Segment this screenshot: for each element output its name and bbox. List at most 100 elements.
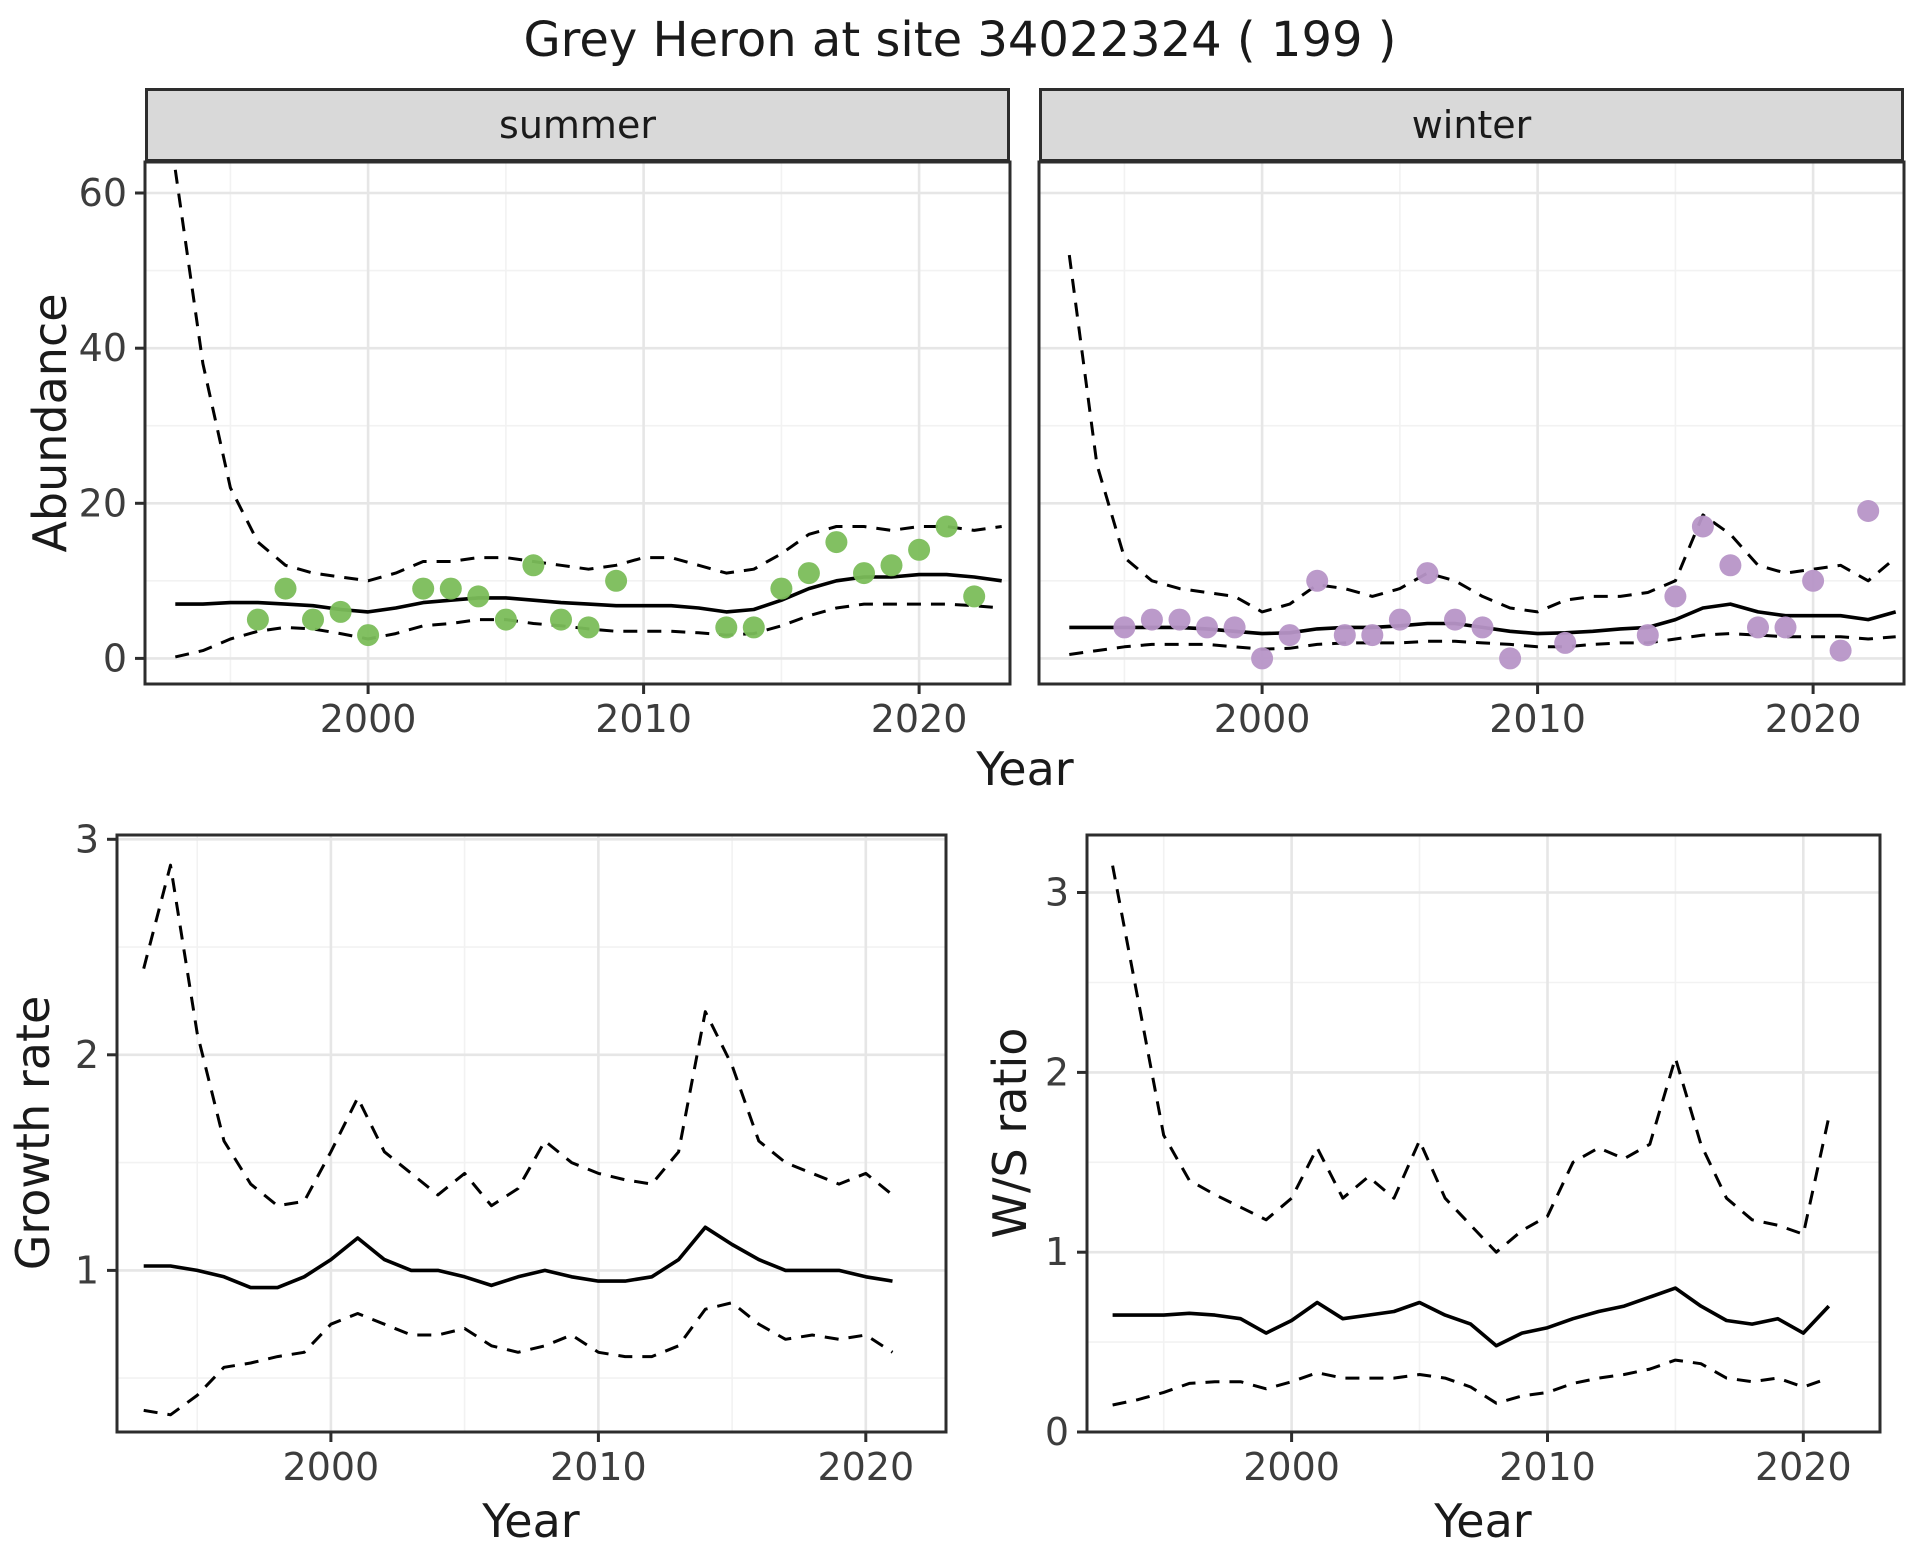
observed-winter-point (1471, 616, 1494, 639)
y-tick-label: 20 (79, 481, 127, 525)
observed-summer-point (302, 608, 324, 631)
observed-winter-point (1636, 624, 1659, 647)
y-tick-label: 1 (1045, 1230, 1069, 1274)
observed-summer-point (467, 585, 490, 608)
observed-winter-point (1196, 616, 1218, 639)
y-tick-label: 3 (75, 820, 99, 861)
fit-line (1112, 1286, 1831, 1348)
observed-summer-point (825, 531, 848, 554)
growth-rate-chart: 2000 2010 2020 1 2 3 (75, 820, 948, 1489)
lower-ci-line (1112, 1358, 1830, 1407)
x-tick-label: 2010 (595, 697, 692, 741)
observed-summer-point (963, 585, 986, 608)
observed-summer-point (605, 569, 628, 592)
y-tick-label: 1 (75, 1248, 99, 1292)
winter-abundance-chart: 2000 2010 2020 (1037, 160, 1906, 741)
observed-summer-point (742, 616, 765, 639)
observed-winter-point (1361, 624, 1384, 647)
observed-summer-point (853, 562, 875, 585)
upper-ci-line (1111, 865, 1831, 1254)
observed-winter-point (1774, 616, 1797, 639)
x-tick-label: 2010 (550, 1445, 647, 1489)
lower-ci-line (143, 1301, 894, 1417)
ws-ratio-chart: 2000 2010 2020 0 1 2 3 (1045, 833, 1882, 1489)
observed-summer-point (880, 554, 903, 577)
observed-winter-point (1223, 616, 1246, 639)
observed-winter-point (1278, 624, 1301, 647)
observed-winter-point (1251, 647, 1274, 670)
fit-line (143, 1225, 893, 1290)
observed-summer-point (550, 608, 572, 631)
top-x-axis-label: Year (976, 742, 1074, 796)
chart-title: Grey Heron at site 34022324 ( 199 ) (523, 12, 1397, 68)
observed-summer-point (908, 538, 931, 561)
observed-winter-point (1416, 562, 1439, 585)
x-tick-label: 2010 (1499, 1445, 1596, 1489)
observed-summer-point (412, 577, 435, 600)
observed-winter-point (1719, 554, 1742, 577)
observed-winter-point (1444, 608, 1466, 631)
observed-winter-point (1747, 616, 1769, 639)
observed-winter-point (1168, 608, 1191, 631)
y-tick-label: 60 (79, 171, 127, 215)
x-tick-label: 2000 (320, 697, 417, 741)
facet-strip-summer: summer (145, 88, 1010, 162)
x-tick-label: 2000 (1214, 697, 1311, 741)
observed-summer-point (357, 624, 380, 647)
y-tick-label: 2 (1045, 1050, 1069, 1094)
panel-background (1039, 162, 1904, 684)
observed-winter-point (1388, 608, 1411, 631)
lower-ci-line (1069, 632, 1896, 656)
observed-winter-point (1829, 639, 1852, 662)
panel-border (115, 833, 948, 1434)
x-tick-label: 2000 (1243, 1445, 1340, 1489)
panel-background (1087, 835, 1880, 1432)
observed-summer-point (715, 616, 738, 639)
upper-ci-line (1067, 254, 1897, 614)
summer-abundance-chart: 2000 2010 2020 0 20 40 60 (79, 160, 1012, 741)
observed-summer-point (274, 577, 297, 600)
observed-summer-point (439, 577, 462, 600)
y-tick-label: 0 (103, 636, 127, 680)
y-tick-label: 2 (75, 1033, 99, 1077)
observed-winter-point (1113, 616, 1136, 639)
facet-strip-summer-label: summer (499, 103, 656, 147)
x-tick-label: 2020 (1755, 1445, 1852, 1489)
x-tick-label: 2020 (817, 1445, 914, 1489)
panel-border (1085, 833, 1882, 1434)
x-tick-label: 2020 (871, 697, 968, 741)
observed-summer-point (797, 562, 820, 585)
facet-strip-winter-label: winter (1411, 103, 1532, 147)
observed-summer-point (577, 616, 600, 639)
panel-background (117, 835, 946, 1432)
x-tick-label: 2010 (1489, 697, 1586, 741)
observed-summer-point (522, 554, 545, 577)
growth-rate-x-axis-label: Year (482, 1494, 580, 1548)
observed-summer-point (494, 608, 517, 631)
observed-winter-point (1333, 624, 1356, 647)
panel-border (143, 160, 1012, 686)
observed-summer-point (770, 577, 793, 600)
ws-ratio-x-axis-label: Year (1434, 1494, 1532, 1548)
observed-winter-point (1499, 647, 1522, 670)
observed-winter-point (1857, 500, 1880, 522)
upper-ci-line (142, 863, 894, 1208)
observed-winter-point (1554, 631, 1577, 654)
growth-rate-y-axis-label: Growth rate (6, 995, 60, 1271)
x-tick-label: 2000 (283, 1445, 380, 1489)
observed-winter-point (1140, 608, 1163, 631)
y-tick-label: 3 (1045, 871, 1069, 915)
observed-winter-point (1691, 515, 1714, 538)
y-tick-label: 40 (79, 326, 127, 370)
panel-background (145, 162, 1010, 684)
observed-winter-point (1802, 569, 1825, 592)
observed-winter-point (1306, 569, 1329, 592)
observed-summer-point (246, 608, 269, 631)
panel-border (1037, 160, 1906, 686)
observed-winter-point (1664, 585, 1687, 608)
observed-summer-point (329, 600, 352, 623)
upper-ci-line (173, 169, 1002, 583)
observed-summer-point (935, 515, 958, 538)
y-tick-label: 0 (1045, 1410, 1069, 1454)
